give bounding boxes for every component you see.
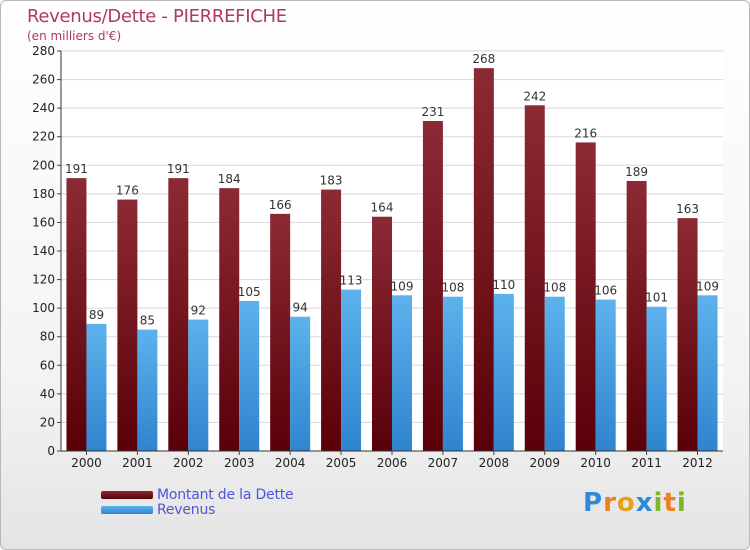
revenue-bar <box>493 293 514 451</box>
debt-bar <box>168 178 189 451</box>
revenue-bar <box>595 299 616 451</box>
revenue-bar <box>137 329 158 451</box>
revenue-value-label: 101 <box>645 291 668 305</box>
debt-bar <box>575 142 596 451</box>
revenue-bar <box>442 296 463 451</box>
revenue-value-label: 92 <box>191 304 206 318</box>
revenue-value-label: 110 <box>492 278 515 292</box>
x-tick-label: 2009 <box>529 456 560 470</box>
debt-value-label: 242 <box>523 89 546 103</box>
debt-bar <box>270 213 291 451</box>
debt-value-label: 176 <box>116 184 139 198</box>
logo-letter: t <box>663 488 677 518</box>
revenue-bar <box>392 295 412 451</box>
legend-swatch-debt <box>101 491 153 499</box>
debt-value-label: 163 <box>676 202 699 216</box>
x-tick-label: 2000 <box>71 456 102 470</box>
y-tick-label: 220 <box>32 130 55 144</box>
x-tick-label: 2003 <box>224 456 255 470</box>
legend-label-debt: Montant de la Dette <box>157 487 294 503</box>
axis-layer: 0 20 40 60 80 100 120 140 160 180 200 220 240 260 280 2… <box>32 44 723 470</box>
revenue-value-label: 94 <box>293 301 308 315</box>
debt-bar <box>524 105 545 452</box>
revenue-bar <box>341 289 362 451</box>
y-tick-label: 120 <box>32 273 55 287</box>
debt-value-label: 164 <box>371 201 394 215</box>
bars-layer <box>66 68 718 452</box>
logo-letter: x <box>635 488 654 518</box>
y-tick-label: 160 <box>32 215 55 229</box>
x-tick-label: 2001 <box>122 456 153 470</box>
debt-bar <box>626 181 647 451</box>
x-tick-label: 2010 <box>580 456 611 470</box>
legend-label-revenue: Revenus <box>157 502 216 518</box>
revenue-value-label: 108 <box>441 281 464 295</box>
y-tick-label: 80 <box>40 330 55 344</box>
logo-letter: i <box>653 488 664 518</box>
revenue-bar <box>188 319 209 451</box>
debt-value-label: 191 <box>65 162 88 176</box>
revenue-bar <box>544 296 565 451</box>
labels-layer: 191 89 176 85 191 92 184 105 166 94 183 113 164 109 23… <box>65 52 719 327</box>
revenue-value-label: 85 <box>140 314 155 328</box>
y-tick-label: 20 <box>40 415 55 429</box>
x-tick-label: 2004 <box>275 456 306 470</box>
chart-title: Revenus/Dette - PIERREFICHE <box>27 6 287 27</box>
debt-bar <box>372 216 392 451</box>
y-tick-label: 60 <box>40 358 55 372</box>
logo-letter: P <box>583 488 604 518</box>
debt-value-label: 231 <box>421 105 444 119</box>
y-tick-label: 260 <box>32 73 55 87</box>
debt-value-label: 216 <box>574 126 597 140</box>
y-tick-label: 280 <box>32 44 55 58</box>
legend-swatch-revenue <box>101 506 153 514</box>
revenue-bar <box>239 301 260 451</box>
x-tick-label: 2011 <box>631 456 662 470</box>
y-tick-label: 100 <box>32 301 55 315</box>
debt-bar <box>117 199 138 451</box>
x-tick-label: 2012 <box>682 456 713 470</box>
debt-bar <box>219 188 240 451</box>
revenue-value-label: 105 <box>238 285 261 299</box>
revenue-bar <box>697 295 718 451</box>
x-tick-label: 2008 <box>479 456 510 470</box>
logo-letter: r <box>603 488 617 518</box>
proxiti-logo: Proxiti <box>583 488 687 518</box>
revenue-value-label: 108 <box>543 281 566 295</box>
y-tick-label: 200 <box>32 158 55 172</box>
debt-bar <box>677 218 698 451</box>
x-tick-label: 2005 <box>326 456 357 470</box>
revenue-value-label: 106 <box>594 284 617 298</box>
revenue-bar <box>86 323 107 451</box>
debt-value-label: 189 <box>625 165 648 179</box>
x-tick-label: 2002 <box>173 456 204 470</box>
debt-bar <box>321 189 342 452</box>
revenue-value-label: 89 <box>89 308 104 322</box>
y-tick-label: 0 <box>47 444 55 458</box>
debt-value-label: 183 <box>320 174 343 188</box>
revenue-value-label: 109 <box>696 279 719 293</box>
revenue-value-label: 109 <box>391 279 414 293</box>
debt-bar <box>66 178 87 451</box>
revenue-bar <box>290 316 311 451</box>
y-tick-label: 140 <box>32 244 55 258</box>
chart-subtitle: (en milliers d'€) <box>27 29 122 43</box>
debt-value-label: 268 <box>472 52 495 66</box>
debt-value-label: 166 <box>269 198 292 212</box>
debt-value-label: 191 <box>167 162 190 176</box>
logo-letter: i <box>676 488 687 518</box>
y-tick-label: 180 <box>32 187 55 201</box>
debt-bar <box>422 121 443 451</box>
y-tick-label: 240 <box>32 101 55 115</box>
revenue-value-label: 113 <box>340 274 363 288</box>
y-tick-label: 40 <box>40 387 55 401</box>
debt-value-label: 184 <box>218 172 241 186</box>
x-tick-label: 2007 <box>428 456 459 470</box>
debt-bar <box>473 68 494 452</box>
x-tick-label: 2006 <box>377 456 408 470</box>
logo-letter: o <box>616 488 636 518</box>
revenue-bar <box>646 306 667 451</box>
